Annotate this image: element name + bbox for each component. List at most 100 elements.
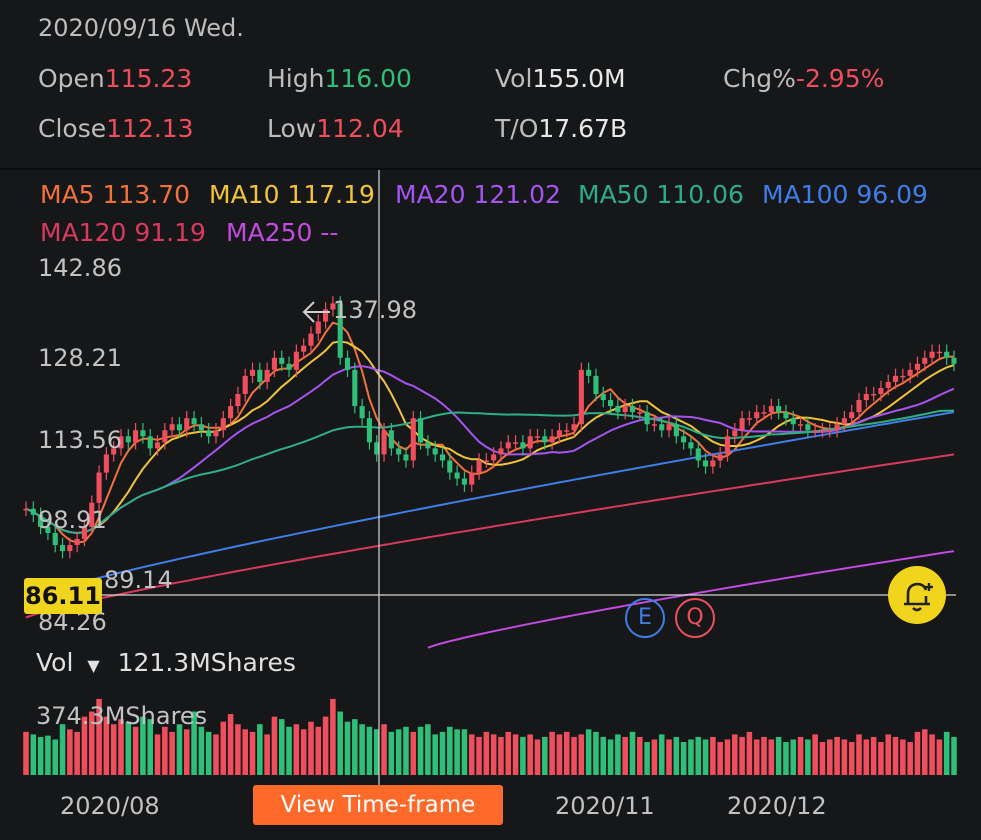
volume-bar <box>732 734 738 775</box>
volume-bar <box>235 724 241 775</box>
quarter-marker[interactable]: Q <box>675 598 715 638</box>
vol-selector[interactable]: Vol ▼ 121.3MShares <box>36 648 296 677</box>
volume-bar <box>118 719 124 775</box>
candle-body <box>169 424 175 431</box>
volume-bar <box>271 716 278 775</box>
volume-bar <box>542 736 548 775</box>
candle-body <box>608 400 614 407</box>
volume-bar <box>921 729 928 775</box>
volume-bar <box>498 736 504 775</box>
volume-bar <box>132 726 139 775</box>
candle-body <box>23 508 29 511</box>
volume-bar <box>468 734 475 775</box>
volume-bar <box>812 734 818 775</box>
ma120-label: MA120 91.19 <box>40 218 206 247</box>
candle-body <box>59 545 66 552</box>
y-label-3: 113.56 <box>38 426 122 454</box>
caret-down-icon: ▼ <box>87 656 100 675</box>
candle-body <box>892 375 899 382</box>
volume-bar <box>257 724 263 775</box>
candle-body <box>951 357 957 364</box>
volume-bar <box>344 721 351 775</box>
ma10-label: MA10 117.19 <box>209 180 375 209</box>
volume-bar <box>900 739 906 775</box>
candle-body <box>827 430 833 432</box>
close-value: 112.13 <box>106 114 194 143</box>
open-value: 115.23 <box>104 64 193 93</box>
candle-body <box>498 448 504 455</box>
candle-body <box>293 351 299 370</box>
volume-bar <box>395 729 402 775</box>
to-value: 17.67B <box>538 114 628 143</box>
crosshair-price-badge: 86.11 <box>24 578 102 614</box>
candle-body <box>556 430 562 437</box>
candle-body <box>673 424 679 437</box>
volume-bar <box>600 736 607 775</box>
candle-body <box>89 502 95 527</box>
volume-bar <box>322 716 329 775</box>
candle-body <box>271 357 277 370</box>
candle-body <box>549 436 555 443</box>
to-stat: T/O17.67B <box>495 114 628 143</box>
candle-body <box>768 406 774 413</box>
volume-bar <box>556 734 563 775</box>
volume-bar <box>96 698 102 775</box>
volume-bar <box>337 711 343 775</box>
candle-body <box>81 526 88 539</box>
view-timeframe-button[interactable]: View Time-frame <box>253 785 503 825</box>
volume-bar <box>67 729 73 775</box>
chg-stat: Chg%-2.95% <box>723 64 885 93</box>
vol-value: 155.0M <box>532 64 626 93</box>
candle-body <box>257 369 263 382</box>
candle-body <box>513 442 519 444</box>
volume-bar <box>775 736 782 775</box>
candle-body <box>834 424 840 431</box>
volume-bar <box>753 739 760 775</box>
volume-bar <box>615 734 621 775</box>
candle-body <box>871 394 877 396</box>
volume-bar <box>870 736 877 775</box>
volume-bar <box>227 714 234 775</box>
volume-bar <box>381 724 387 775</box>
candle-body <box>162 430 168 443</box>
volume-bar <box>761 736 767 775</box>
candle-body <box>454 472 460 479</box>
candle-body <box>761 412 767 414</box>
earnings-marker[interactable]: E <box>625 598 665 638</box>
volume-bar <box>702 739 709 775</box>
candle-body <box>812 430 818 432</box>
candle-body <box>644 412 650 425</box>
volume-bar <box>373 729 380 775</box>
candle-body <box>900 375 906 378</box>
candle-body <box>118 436 124 449</box>
candle-body <box>542 436 548 443</box>
candle-body <box>381 430 387 455</box>
candle-body <box>571 424 577 431</box>
candle-body <box>388 430 394 449</box>
volume-bar <box>490 734 497 775</box>
volume-bar <box>205 731 212 775</box>
candle-body <box>286 363 292 370</box>
candle-body <box>315 321 321 334</box>
volume-bar <box>410 731 417 775</box>
volume-bar <box>907 742 913 775</box>
volume-bar <box>425 724 431 775</box>
alert-button[interactable] <box>888 566 946 624</box>
volume-bar <box>666 739 672 775</box>
volume-bar <box>593 731 599 775</box>
vol-stat: Vol155.0M <box>495 64 626 93</box>
candle-body <box>732 430 738 437</box>
volume-bar <box>476 736 482 775</box>
candle-body <box>754 412 760 419</box>
ma100-label: MA100 96.09 <box>762 180 928 209</box>
ma20-line <box>25 365 955 535</box>
candle-body <box>703 460 709 467</box>
volume-bar <box>834 736 840 775</box>
volume-bar <box>169 731 175 775</box>
header-divider <box>0 168 981 170</box>
candle-body <box>586 369 592 376</box>
date-label: 2020/09/16 Wed. <box>38 14 244 42</box>
candle-body <box>191 418 197 425</box>
volume-bar <box>308 721 314 775</box>
